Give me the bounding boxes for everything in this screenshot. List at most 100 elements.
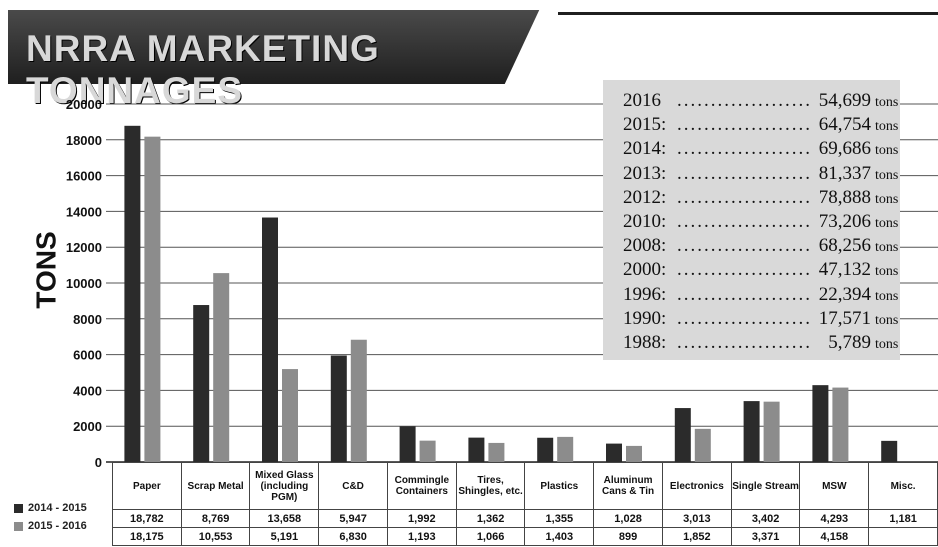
bar-series-2 (763, 401, 780, 462)
history-year: 1996: (623, 283, 667, 305)
history-value: 54,699 (818, 90, 871, 111)
y-tick-label: 18000 (66, 133, 102, 148)
history-unit: tons (875, 167, 899, 183)
table-cell: 10,553 (180, 527, 251, 546)
category-label: Single Stream (730, 462, 801, 510)
leader-dots: ........................................… (677, 162, 809, 184)
bar-series-2 (213, 273, 230, 462)
history-value: 73,206 (818, 211, 871, 232)
bar-series-2 (144, 136, 161, 463)
value-row: 18,782 8,769 13,658 5,947 1,992 1,362 1,355 1,0… (112, 509, 938, 528)
history-value: 64,754 (818, 114, 871, 136)
history-value: 68,256 (818, 235, 871, 257)
history-value: 81,337 (818, 162, 871, 184)
history-row: 2010:...................................… (623, 211, 898, 235)
value-row: 18,175 10,553 5,191 6,830 1,193 1,066 1,403 899… (112, 527, 938, 546)
y-tick-label: 2000 (73, 419, 102, 434)
history-unit: tons (875, 95, 899, 110)
leader-dots: ........................................… (677, 259, 809, 281)
bar-series-2 (488, 442, 505, 462)
table-cell: 5,191 (249, 527, 320, 546)
history-year: 1988: (623, 332, 667, 353)
y-tick-label: 16000 (66, 169, 102, 184)
bar-series-1 (743, 401, 760, 462)
y-tick-label: 20000 (66, 97, 102, 112)
y-tick-label: 0 (95, 455, 102, 470)
bar-series-1 (468, 437, 485, 462)
history-year: 2013: (623, 162, 667, 184)
legend-swatch (14, 503, 23, 513)
table-cell: 1,355 (524, 509, 595, 528)
table-cell: 18,175 (112, 527, 182, 546)
leader-dots: ........................................… (677, 211, 809, 232)
table-cell: 3,371 (730, 527, 801, 546)
bar-series-2 (419, 440, 436, 462)
legend-item-series-1: 2014 - 2015 (14, 502, 87, 514)
table-cell: 899 (593, 527, 663, 546)
bar-series-1 (330, 355, 347, 462)
table-cell: 1,181 (868, 509, 938, 528)
category-label: Tires, Shingles, etc. (455, 462, 526, 510)
table-cell: 4,158 (799, 527, 870, 546)
leader-dots: ........................................… (677, 114, 809, 136)
history-row: 2013:...................................… (623, 162, 898, 187)
table-cell (868, 527, 938, 546)
table-cell: 8,769 (180, 509, 251, 528)
y-tick-label: 6000 (73, 348, 102, 363)
history-year: 2008: (623, 235, 667, 257)
y-tick-label: 4000 (73, 383, 102, 398)
bar-series-2 (282, 369, 298, 462)
table-cell: 4,293 (799, 509, 870, 528)
bar-series-2 (832, 387, 849, 462)
category-label: Mixed Glass (including PGM) (249, 462, 320, 510)
leader-dots: ........................................… (677, 186, 809, 208)
history-year: 2015: (623, 114, 667, 136)
legend-label: 2015 - 2016 (28, 520, 87, 532)
bar-series-1 (881, 440, 898, 462)
table-cell: 1,193 (386, 527, 457, 546)
leader-dots: ........................................… (677, 90, 809, 111)
table-cell: 1,362 (455, 509, 526, 528)
bar-series-1 (812, 385, 829, 462)
history-unit: tons (875, 119, 899, 135)
table-cell: 13,658 (249, 509, 320, 528)
leader-dots: ........................................… (677, 235, 809, 257)
data-table: Paper Scrap Metal Mixed Glass (including P… (112, 462, 938, 546)
leader-dots: ........................................… (677, 307, 809, 329)
history-unit: tons (875, 312, 899, 328)
history-year: 2012: (623, 186, 667, 208)
legend-label: 2014 - 2015 (28, 502, 87, 514)
table-cell: 1,066 (455, 527, 526, 546)
category-label: C&D (318, 462, 388, 510)
history-row: 1990:...................................… (623, 307, 898, 332)
bar-series-1 (124, 125, 141, 463)
table-cell: 3,013 (661, 509, 732, 528)
history-row: 2012:...................................… (623, 186, 898, 211)
history-unit: tons (875, 143, 899, 159)
bar-series-1 (262, 217, 278, 462)
category-label: Aluminum Cans & Tin (593, 462, 663, 510)
history-row: 2008:...................................… (623, 235, 898, 259)
table-cell: 1,028 (593, 509, 663, 528)
bar-series-2 (350, 339, 367, 462)
history-year: 2016 (623, 90, 661, 111)
history-unit: tons (875, 240, 899, 256)
bar-series-2 (626, 445, 642, 462)
leader-dots: ........................................… (677, 138, 809, 160)
history-unit: tons (875, 288, 899, 304)
category-label: MSW (799, 462, 870, 510)
history-value: 69,686 (818, 138, 871, 160)
history-row: 2016....................................… (623, 90, 898, 114)
y-tick-label: 12000 (66, 240, 102, 255)
history-value: 47,132 (818, 259, 871, 281)
history-year: 2010: (623, 211, 667, 232)
table-cell: 1,992 (386, 509, 457, 528)
category-label: Electronics (661, 462, 732, 510)
table-cell: 18,782 (112, 509, 182, 528)
table-cell: 1,403 (524, 527, 595, 546)
history-year: 2000: (623, 259, 667, 281)
category-label: Misc. (868, 462, 938, 510)
history-unit: tons (875, 337, 899, 352)
leader-dots: ........................................… (677, 283, 809, 305)
